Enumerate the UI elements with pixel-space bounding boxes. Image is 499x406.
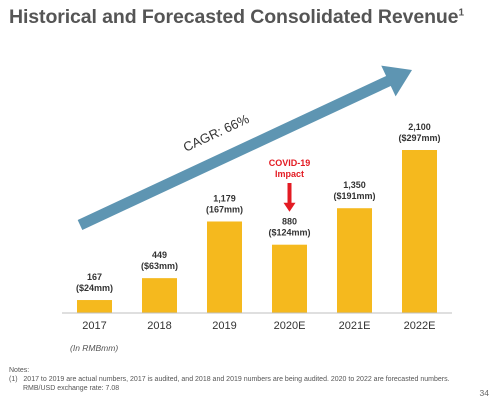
bar-2020E [272,244,307,313]
value-sublabel-2017: ($24mm) [76,283,113,293]
title-text: Historical and Forecasted Consolidated R… [9,6,459,28]
covid-label-line1: COVID-19 [269,158,311,168]
x-tick-2019: 2019 [212,320,236,332]
page-title: Historical and Forecasted Consolidated R… [9,6,464,29]
covid-label-line2: Impact [275,169,304,179]
value-sublabel-2020E: ($124mm) [268,228,310,238]
note-1-marker: (1) [9,376,18,383]
units-label: (In RMBmm) [70,343,119,353]
value-label-2019: 1,179 [213,193,236,203]
x-tick-2022E: 2022E [404,320,436,332]
value-sublabel-2022E: ($297mm) [398,133,440,143]
bar-2017 [77,300,112,313]
value-label-2017: 167 [87,272,102,282]
covid-arrow-shaft [287,183,292,204]
bar-2022E [402,150,437,313]
note-1-line1: 2017 to 2019 are actual numbers, 2017 is… [23,376,450,383]
page-number: 34 [479,388,489,398]
x-tick-labels-group: 2017 2018 2019 2020E 2021E 2022E [82,320,435,332]
bars-group [77,150,437,313]
cagr-arrow-shape [77,65,413,230]
notes-heading: Notes: [9,367,30,374]
covid-arrow-head [283,202,296,212]
x-tick-2018: 2018 [147,320,171,332]
value-sublabel-2021E: ($191mm) [333,191,375,201]
value-labels-group: 167($24mm) 449($63mm) 1,179(167mm) 880($124… [76,122,441,293]
value-label-2018: 449 [152,250,167,260]
note-1-line2: RMB/USD exchange rate: 7.08 [23,385,120,392]
value-sublabel-2018: ($63mm) [141,261,178,271]
note-1: (1) 2017 to 2019 are actual numbers, 201… [9,375,450,384]
footnotes: Notes: (1) 2017 to 2019 are actual numbe… [9,366,450,393]
value-sublabel-2019: (167mm) [206,204,243,214]
x-tick-2017: 2017 [82,320,106,332]
bar-2018 [142,278,177,313]
title-footnote-marker: 1 [458,7,464,19]
bar-2021E [337,208,372,313]
value-label-2022E: 2,100 [408,122,431,132]
value-label-2020E: 880 [282,217,297,227]
value-label-2021E: 1,350 [343,180,366,190]
bar-2019 [207,221,242,313]
cagr-arrow-shape-group [77,65,413,230]
x-tick-2020E: 2020E [274,320,306,332]
x-tick-2021E: 2021E [339,320,371,332]
